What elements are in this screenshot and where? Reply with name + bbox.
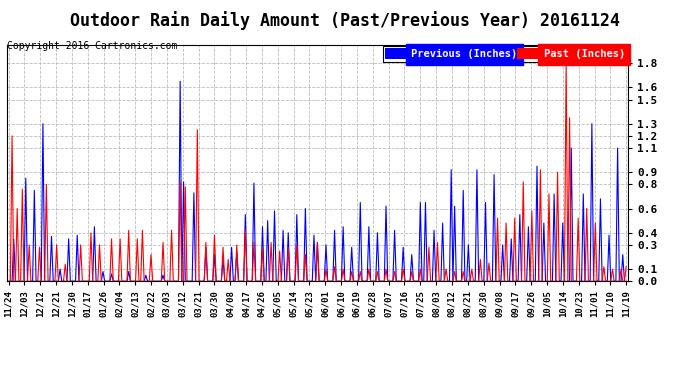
Text: Outdoor Rain Daily Amount (Past/Previous Year) 20161124: Outdoor Rain Daily Amount (Past/Previous…	[70, 11, 620, 30]
Text: Copyright 2016 Cartronics.com: Copyright 2016 Cartronics.com	[7, 41, 177, 51]
Legend: Previous (Inches), Past (Inches): Previous (Inches), Past (Inches)	[383, 46, 627, 62]
